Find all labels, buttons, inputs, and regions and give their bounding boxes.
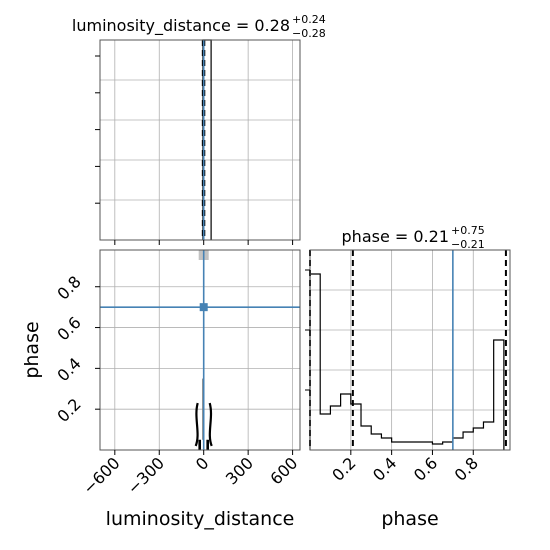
tick-label-distance-2: 0 bbox=[192, 453, 213, 474]
title-phase-sub: −0.21 bbox=[451, 238, 485, 251]
tick-label-phase-y-0: 0.2 bbox=[53, 395, 84, 426]
title-luminosity-distance-sup: +0.24 bbox=[292, 13, 326, 26]
contour-base bbox=[198, 439, 210, 450]
title-phase-sup: +0.75 bbox=[451, 224, 485, 237]
panel-phase-hist: 0.2 0.4 0.6 0.8 phase = 0.21 +0.75 −0.21 ph… bbox=[305, 224, 511, 530]
contour-right-low bbox=[208, 402, 213, 447]
grid-b bbox=[100, 250, 300, 450]
tick-label-phase-x-3: 0.8 bbox=[451, 453, 482, 484]
grid-c bbox=[310, 250, 510, 450]
frame-a bbox=[99, 39, 301, 241]
tick-label-distance-4: 600 bbox=[266, 453, 301, 488]
ylabel-phase: phase bbox=[21, 321, 43, 378]
ticks-b: −600 −300 0 300 600 0.2 0.4 0.6 0.8 bbox=[53, 272, 301, 498]
ticks-a bbox=[95, 55, 294, 245]
panel-luminosity-distance-hist: luminosity_distance = 0.28 +0.24 −0.28 bbox=[72, 13, 326, 245]
tick-label-phase-x-0: 0.2 bbox=[328, 453, 359, 484]
title-luminosity-distance: luminosity_distance = 0.28 bbox=[72, 16, 290, 36]
panel-phase-vs-distance: −600 −300 0 300 600 0.2 0.4 0.6 0.8 phase lumino… bbox=[21, 249, 301, 530]
title-phase: phase = 0.21 bbox=[342, 227, 449, 246]
frame-b bbox=[99, 249, 301, 451]
frame-c bbox=[309, 249, 511, 451]
tick-label-phase-x-1: 0.4 bbox=[369, 453, 400, 484]
tick-label-phase-y-1: 0.4 bbox=[53, 354, 84, 385]
tick-label-distance-1: −300 bbox=[124, 453, 169, 498]
truth-point-2d bbox=[199, 303, 208, 312]
tick-label-phase-y-2: 0.6 bbox=[53, 313, 84, 344]
tick-label-phase-x-2: 0.6 bbox=[410, 453, 441, 484]
title-luminosity-distance-sub: −0.28 bbox=[292, 27, 326, 40]
title-luminosity-distance-base: luminosity_distance = 0.28 bbox=[72, 16, 290, 36]
title-phase-base: phase = 0.21 bbox=[342, 227, 449, 246]
xlabel-luminosity-distance: luminosity_distance bbox=[106, 508, 295, 530]
grid-a bbox=[100, 40, 300, 240]
ticks-c: 0.2 0.4 0.6 0.8 bbox=[305, 269, 482, 485]
tick-label-phase-y-3: 0.8 bbox=[53, 272, 84, 303]
xlabel-phase: phase bbox=[381, 508, 438, 530]
contour-left-low bbox=[194, 402, 199, 447]
quantiles-phase bbox=[309, 250, 507, 450]
tick-label-distance-3: 300 bbox=[222, 453, 257, 488]
histogram-phase bbox=[309, 273, 505, 450]
tick-label-distance-0: −600 bbox=[79, 453, 124, 498]
